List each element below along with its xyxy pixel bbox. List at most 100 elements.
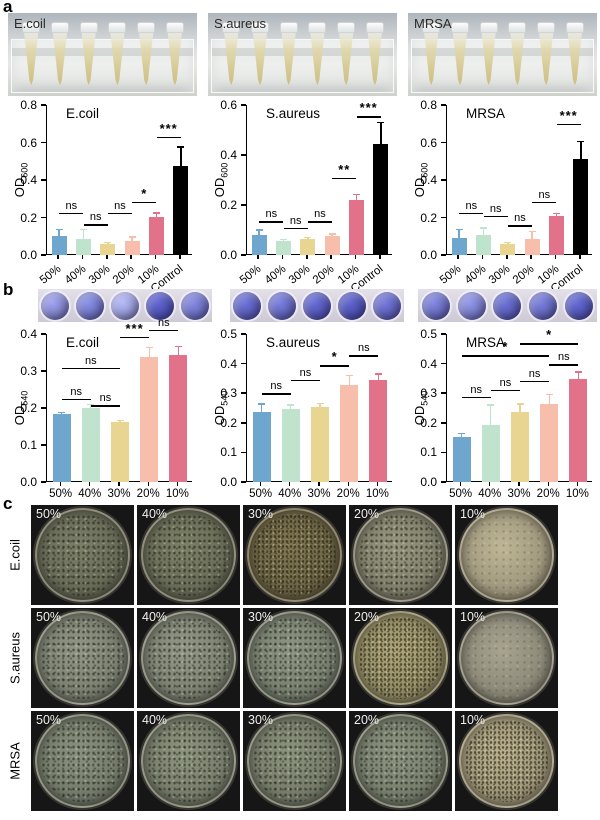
- stained-well: [110, 291, 139, 320]
- significance-bracket: [107, 212, 133, 215]
- error-bar-cap: [345, 374, 353, 377]
- error-bar: [377, 373, 380, 381]
- error-bar-cap: [287, 404, 295, 406]
- tube-photo-row: E.coil S.aureus MRSA: [8, 13, 597, 96]
- error-bar-cap: [145, 346, 153, 348]
- dish-label: 50%: [36, 507, 62, 521]
- y-tick-mark: [441, 333, 446, 335]
- y-tick-mark: [441, 104, 446, 106]
- tube-liquid: [252, 33, 267, 86]
- plot-area: ns ns ns * ***: [46, 105, 192, 255]
- significance-bracket: [59, 212, 84, 215]
- petri-dish: [141, 611, 236, 705]
- error-bar-cap: [174, 345, 182, 347]
- significance-label: ns: [99, 392, 112, 405]
- significance-label: ns: [289, 214, 302, 227]
- y-tick-label: 0.0: [20, 248, 37, 262]
- well-strip: [230, 289, 404, 322]
- error-bar: [180, 147, 182, 166]
- stained-well: [565, 291, 594, 320]
- microtube: [21, 22, 41, 86]
- x-tick-mark: [379, 255, 381, 259]
- significance-label: ns: [528, 367, 541, 380]
- tube-cap-icon: [365, 22, 384, 34]
- error-bar-cap: [545, 393, 553, 396]
- y-axis-label: OD600: [212, 105, 230, 255]
- error-bar: [580, 141, 582, 160]
- plate-cell: 50%: [31, 711, 134, 811]
- dish-label: 40%: [142, 713, 168, 727]
- tube-liquid: [367, 33, 382, 86]
- well-strip: [38, 289, 212, 322]
- y-tick-label: 0.5: [420, 327, 437, 341]
- photo-label: MRSA: [414, 16, 452, 31]
- significance-bracket: [132, 201, 157, 204]
- x-tick-mark: [176, 482, 179, 486]
- error-bar: [531, 231, 533, 240]
- petri-dish: [35, 714, 130, 808]
- x-tick-label: 50%: [449, 488, 473, 500]
- chart-title: E.coil: [66, 106, 100, 121]
- y-tick-label: 0.4: [420, 173, 437, 187]
- significance-bracket: [61, 367, 120, 370]
- bar-chart-a-saureus: OD600 ns ns ns ** *** 0.0 0.2 0.4 0.6 50% 40% 30% 20%…: [200, 97, 400, 295]
- microtube: [107, 22, 127, 86]
- significance-label: *: [331, 349, 338, 365]
- x-tick-mark: [506, 255, 508, 259]
- tube-cap-icon: [308, 22, 327, 34]
- dish-label: 50%: [36, 713, 62, 727]
- tube-liquid: [24, 33, 39, 86]
- stained-well: [268, 291, 297, 320]
- significance-label: ns: [270, 380, 282, 393]
- error-bar-cap: [377, 121, 385, 124]
- tube-rack: [410, 38, 595, 93]
- x-tick-mark: [130, 255, 132, 259]
- x-tick-mark: [530, 255, 532, 259]
- x-tick-mark: [81, 255, 84, 259]
- error-bar-cap: [58, 411, 66, 414]
- error-bar-cap: [487, 404, 495, 406]
- x-tick-mark: [257, 255, 259, 259]
- dish-label: 20%: [354, 507, 380, 521]
- x-tick-mark: [481, 255, 484, 259]
- y-tick-mark: [241, 254, 246, 256]
- x-tick-label: 30%: [107, 488, 131, 500]
- stained-well: [421, 291, 450, 320]
- error-bar: [555, 213, 558, 216]
- significance-label: ns: [489, 202, 502, 215]
- significance-label: ns: [357, 342, 370, 355]
- x-tick-mark: [57, 255, 59, 259]
- x-tick-mark: [489, 482, 491, 486]
- y-tick-label: 0.4: [20, 327, 37, 341]
- significance-bracket: [149, 329, 179, 332]
- dish-label: 30%: [248, 507, 274, 521]
- dish-label: 40%: [142, 507, 168, 521]
- stained-well: [76, 291, 105, 320]
- significance-label: ns: [157, 316, 170, 329]
- significance-label: ns: [557, 351, 570, 364]
- error-bar-cap: [577, 140, 585, 143]
- error-bar: [490, 405, 492, 426]
- y-tick-label: 0.0: [420, 475, 437, 489]
- x-tick-mark: [106, 255, 108, 259]
- y-tick-mark: [241, 333, 246, 335]
- plate-row: S.aureus 50% 40% 30% 20% 10%: [2, 608, 558, 708]
- y-tick-mark: [41, 216, 46, 219]
- x-tick-label: 10%: [165, 488, 189, 500]
- error-bar: [348, 375, 350, 385]
- plate-cell: 10%: [455, 608, 558, 708]
- tube-rack: [10, 38, 195, 93]
- error-bar-cap: [480, 227, 487, 229]
- petri-dish: [353, 611, 448, 705]
- significance-label: ns: [470, 383, 482, 396]
- error-bar-cap: [128, 236, 136, 238]
- bar-chart-a-ecoil: OD600 ns ns ns * *** 0.0 0.2 0.4 0.6 0.8 50% 40% 30% 2…: [0, 97, 200, 295]
- y-tick-mark: [441, 481, 446, 483]
- x-tick-mark: [579, 255, 581, 259]
- petri-dish: [459, 508, 554, 602]
- x-tick-mark: [518, 482, 520, 486]
- significance-label: ns: [265, 208, 278, 221]
- x-tick-mark: [289, 482, 291, 486]
- significance-bracket: [290, 379, 320, 382]
- tube-cap-icon: [108, 22, 127, 34]
